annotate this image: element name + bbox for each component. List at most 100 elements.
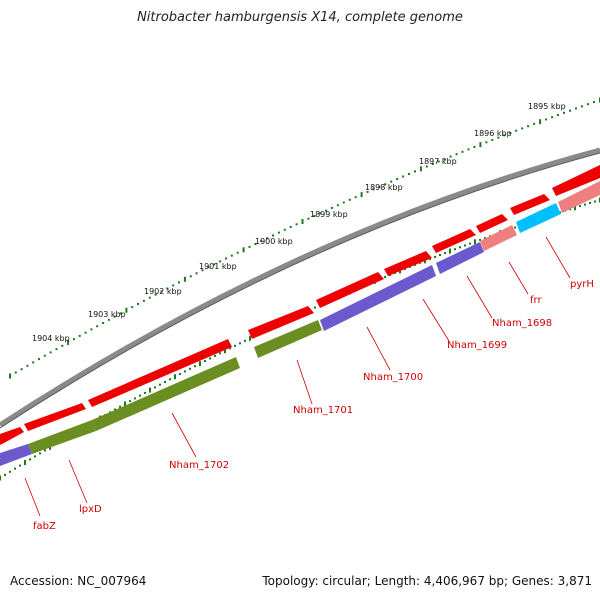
minor-tick xyxy=(581,105,583,108)
minor-tick xyxy=(61,344,64,347)
cds-arrow[interactable] xyxy=(552,165,600,196)
leader-line xyxy=(422,298,450,342)
minor-tick xyxy=(551,116,554,119)
minor-tick xyxy=(313,215,316,217)
gene-label-nham-1698[interactable]: Nham_1698 xyxy=(492,318,552,329)
minor-tick xyxy=(113,315,116,318)
minor-tick xyxy=(594,200,596,203)
minor-tick xyxy=(484,237,486,240)
minor-tick xyxy=(509,132,512,134)
minor-tick xyxy=(325,209,328,212)
minor-tick xyxy=(179,373,181,375)
minor-tick xyxy=(485,141,488,144)
minor-tick xyxy=(366,190,369,193)
minor-tick xyxy=(266,237,269,240)
cds-arrow[interactable] xyxy=(510,194,550,215)
minor-tick xyxy=(272,234,274,237)
accession-text: Accession: NC_007964 xyxy=(10,574,147,588)
minor-tick xyxy=(425,165,428,168)
minor-tick xyxy=(244,339,246,342)
minor-tick xyxy=(589,202,591,204)
kbp-label: 1900 kbp xyxy=(255,237,293,246)
cds-bar[interactable] xyxy=(480,225,517,251)
kbp-label: 1903 kbp xyxy=(88,310,126,319)
major-tick xyxy=(419,166,422,172)
genome-backbone xyxy=(0,147,600,428)
gene-label-frr[interactable]: frr xyxy=(530,295,542,306)
cds-arrow[interactable] xyxy=(316,272,384,308)
cds-bar[interactable] xyxy=(0,444,32,466)
minor-tick xyxy=(107,318,110,321)
major-tick xyxy=(183,276,186,282)
major-tick xyxy=(0,475,1,481)
cds-arrow[interactable] xyxy=(248,306,314,339)
cds-arrow[interactable] xyxy=(432,229,476,253)
minor-tick xyxy=(189,367,191,370)
major-tick xyxy=(67,340,70,345)
gene-label-lpxd[interactable]: lpxD xyxy=(79,504,102,515)
minor-tick xyxy=(4,473,6,476)
minor-tick xyxy=(372,188,375,191)
kbp-label: 1901 kbp xyxy=(199,262,237,271)
minor-tick xyxy=(38,358,40,361)
cds-bar[interactable] xyxy=(254,320,322,358)
major-tick xyxy=(124,401,126,407)
cds-arrow[interactable] xyxy=(384,251,432,276)
minor-tick xyxy=(473,146,476,148)
cds-arrow[interactable] xyxy=(24,403,86,431)
cds-bar[interactable] xyxy=(92,357,240,431)
major-tick xyxy=(574,205,576,211)
minor-tick xyxy=(207,266,210,269)
leader-line xyxy=(171,412,197,458)
cds-bar[interactable] xyxy=(558,181,600,213)
major-tick xyxy=(242,247,245,253)
minor-tick xyxy=(503,134,506,137)
gene-label-nham-1699[interactable]: Nham_1699 xyxy=(447,340,507,351)
leader-line xyxy=(366,326,391,371)
minor-tick xyxy=(236,251,239,254)
cds-bar[interactable] xyxy=(320,265,436,331)
minor-tick xyxy=(144,391,146,394)
major-tick xyxy=(539,119,542,125)
cds-bar[interactable] xyxy=(516,203,561,233)
major-tick xyxy=(479,142,482,148)
minor-tick xyxy=(14,467,16,470)
minor-tick xyxy=(214,354,216,357)
minor-tick xyxy=(479,238,481,241)
minor-tick xyxy=(166,287,169,290)
major-tick xyxy=(149,387,151,393)
minor-tick xyxy=(72,338,75,341)
minor-tick xyxy=(172,284,175,287)
leader-line xyxy=(24,477,41,517)
cds-arrow[interactable] xyxy=(0,427,24,445)
cds-bar[interactable] xyxy=(436,242,484,274)
gene-label-nham-1701[interactable]: Nham_1701 xyxy=(293,405,353,416)
major-tick xyxy=(449,248,451,254)
cds-arrow[interactable] xyxy=(476,214,508,233)
gene-label-fabz[interactable]: fabZ xyxy=(33,521,56,532)
minor-tick xyxy=(429,257,431,260)
minor-tick xyxy=(521,127,524,130)
minor-tick xyxy=(254,243,257,245)
gene-label-nham-1700[interactable]: Nham_1700 xyxy=(363,372,423,383)
minor-tick xyxy=(189,275,192,278)
major-tick xyxy=(24,460,26,465)
minor-tick xyxy=(331,206,333,209)
minor-tick xyxy=(461,150,464,153)
gene-labels: pyrH frr Nham_1698 Nham_1699 Nham_1700 N… xyxy=(33,279,594,532)
leader-line xyxy=(545,236,571,279)
minor-tick xyxy=(459,246,461,249)
cds-bar[interactable] xyxy=(28,420,96,454)
cds-arrow[interactable] xyxy=(88,339,232,407)
minor-tick xyxy=(497,136,500,139)
gene-label-pyrh[interactable]: pyrH xyxy=(570,279,594,290)
minor-tick xyxy=(225,257,227,260)
minor-tick xyxy=(44,449,46,452)
minor-tick xyxy=(464,244,466,247)
major-tick xyxy=(9,373,11,379)
reverse-strand-cds xyxy=(0,181,600,466)
gene-label-nham-1702[interactable]: Nham_1702 xyxy=(169,460,229,471)
minor-tick xyxy=(469,242,471,245)
minor-tick xyxy=(444,252,446,254)
kbp-label: 1904 kbp xyxy=(32,334,70,343)
